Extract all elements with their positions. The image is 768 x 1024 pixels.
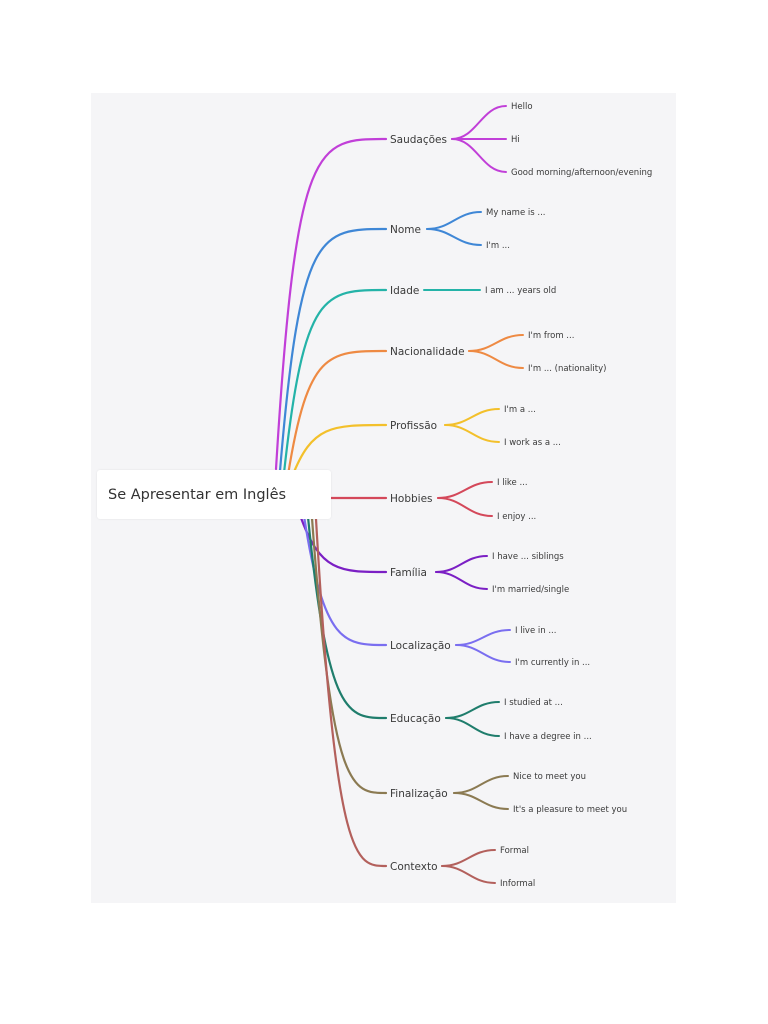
branch-finalizacao-connector (310, 516, 388, 795)
leaf-label[interactable]: Hello (511, 102, 533, 112)
leaf-label[interactable]: I'm married/single (492, 585, 569, 595)
leaf-connector (468, 334, 524, 352)
leaf-connector (426, 228, 482, 246)
leaf-label[interactable]: I enjoy ... (497, 512, 536, 522)
branch-idade-label[interactable]: Idade (390, 285, 419, 297)
leaf-connector (455, 644, 511, 663)
leaf-label[interactable]: I'm ... (486, 241, 510, 251)
leaf-label[interactable]: I'm ... (nationality) (528, 364, 606, 374)
leaf-label[interactable]: My name is ... (486, 208, 545, 218)
leaf-connector (441, 865, 496, 884)
leaf-connector (441, 849, 496, 867)
leaf-connector (468, 350, 524, 369)
leaf-connector (435, 571, 488, 590)
leaf-label[interactable]: Formal (500, 846, 529, 856)
leaf-label[interactable]: I have ... siblings (492, 552, 564, 562)
leaf-connector (451, 138, 507, 173)
leaf-label[interactable]: I studied at ... (504, 698, 563, 708)
leaf-connector (455, 629, 511, 646)
branch-educacao-connector (306, 515, 388, 720)
branch-profissao-connector (290, 423, 388, 479)
leaf-connector (437, 497, 493, 517)
leaf-label[interactable]: I have a degree in ... (504, 732, 592, 742)
leaf-connector (426, 211, 482, 230)
leaf-connector (444, 424, 500, 443)
leaf-label[interactable]: I live in ... (515, 626, 556, 636)
branch-idade-connector (282, 288, 388, 475)
leaf-connector (437, 481, 493, 499)
branch-saudacoes-connector (274, 137, 388, 471)
leaf-label[interactable]: It's a pleasure to meet you (513, 805, 627, 815)
branch-nacionalidade-label[interactable]: Nacionalidade (390, 346, 465, 358)
branch-finalizacao-label[interactable]: Finalização (390, 788, 448, 800)
branch-hobbies-label[interactable]: Hobbies (390, 493, 433, 505)
leaf-connector (451, 105, 507, 140)
branch-profissao-label[interactable]: Profissão (390, 420, 437, 432)
leaf-connector (445, 701, 500, 719)
branch-contexto-label[interactable]: Contexto (390, 861, 438, 873)
branch-contexto-connector (314, 517, 388, 868)
leaf-label[interactable]: I work as a ... (504, 438, 561, 448)
leaf-label[interactable]: Nice to meet you (513, 772, 586, 782)
branch-familia-label[interactable]: Família (390, 567, 427, 579)
leaf-label[interactable]: Hi (511, 135, 520, 145)
leaf-label[interactable]: I'm a ... (504, 405, 536, 415)
leaf-label[interactable]: I like ... (497, 478, 528, 488)
root-node-label: Se Apresentar em Inglês (108, 486, 287, 503)
branch-nacionalidade-connector (286, 349, 388, 477)
leaf-label[interactable]: I am ... years old (485, 286, 556, 296)
root-node[interactable]: Se Apresentar em Inglês (97, 470, 331, 519)
leaf-connector (435, 555, 488, 573)
leaf-connector (445, 717, 500, 737)
leaf-label[interactable]: Good morning/afternoon/evening (511, 168, 652, 178)
leaf-connector (444, 408, 500, 426)
branch-nome-label[interactable]: Nome (390, 224, 421, 236)
branch-localizacao-label[interactable]: Localização (390, 640, 451, 652)
leaf-connector (453, 792, 509, 810)
leaf-label[interactable]: I'm currently in ... (515, 658, 590, 668)
branch-saudacoes-label[interactable]: Saudações (390, 134, 447, 146)
leaf-label[interactable]: Informal (500, 879, 535, 889)
branch-nome-connector (278, 227, 388, 473)
leaf-connector (453, 775, 509, 794)
branch-educacao-label[interactable]: Educação (390, 713, 441, 725)
leaf-label[interactable]: I'm from ... (528, 331, 574, 341)
